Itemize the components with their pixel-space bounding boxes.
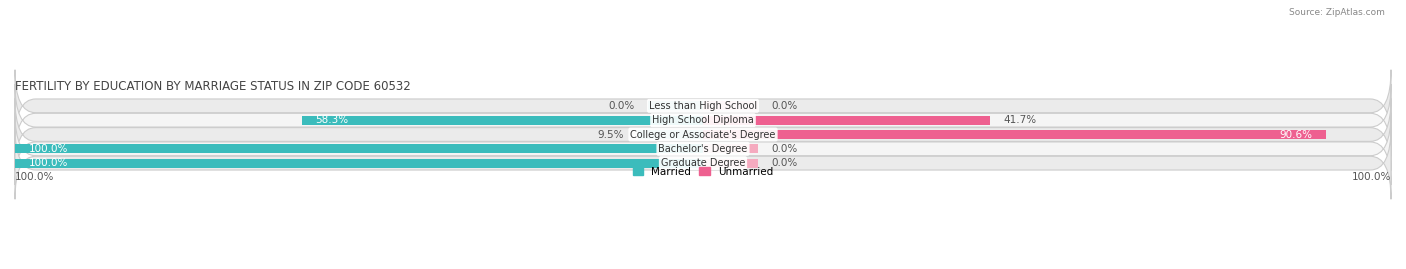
- Bar: [648, 101, 703, 110]
- FancyBboxPatch shape: [15, 98, 1391, 171]
- Text: 41.7%: 41.7%: [1004, 115, 1036, 125]
- Text: 100.0%: 100.0%: [15, 172, 55, 182]
- Text: 0.0%: 0.0%: [772, 101, 799, 111]
- Bar: [703, 116, 990, 125]
- Text: 0.0%: 0.0%: [607, 101, 634, 111]
- Bar: [703, 101, 758, 110]
- Text: Less than High School: Less than High School: [650, 101, 756, 111]
- Bar: [703, 144, 758, 153]
- Text: College or Associate's Degree: College or Associate's Degree: [630, 129, 776, 140]
- Text: Source: ZipAtlas.com: Source: ZipAtlas.com: [1289, 8, 1385, 17]
- Text: 0.0%: 0.0%: [772, 144, 799, 154]
- FancyBboxPatch shape: [15, 70, 1391, 142]
- Bar: [638, 130, 703, 139]
- Bar: [703, 159, 758, 168]
- Text: 9.5%: 9.5%: [598, 129, 624, 140]
- Text: Graduate Degree: Graduate Degree: [661, 158, 745, 168]
- Text: 100.0%: 100.0%: [28, 144, 67, 154]
- Text: 90.6%: 90.6%: [1279, 129, 1313, 140]
- Bar: [302, 116, 703, 125]
- FancyBboxPatch shape: [15, 84, 1391, 156]
- Bar: [15, 159, 703, 168]
- Text: 58.3%: 58.3%: [316, 115, 349, 125]
- FancyBboxPatch shape: [15, 127, 1391, 199]
- Text: 100.0%: 100.0%: [28, 158, 67, 168]
- FancyBboxPatch shape: [15, 113, 1391, 185]
- Text: 0.0%: 0.0%: [772, 158, 799, 168]
- Text: Bachelor's Degree: Bachelor's Degree: [658, 144, 748, 154]
- Legend: Married, Unmarried: Married, Unmarried: [628, 162, 778, 181]
- Text: High School Diploma: High School Diploma: [652, 115, 754, 125]
- Bar: [703, 130, 1326, 139]
- Text: FERTILITY BY EDUCATION BY MARRIAGE STATUS IN ZIP CODE 60532: FERTILITY BY EDUCATION BY MARRIAGE STATU…: [15, 80, 411, 93]
- Text: 100.0%: 100.0%: [1351, 172, 1391, 182]
- Bar: [15, 144, 703, 153]
